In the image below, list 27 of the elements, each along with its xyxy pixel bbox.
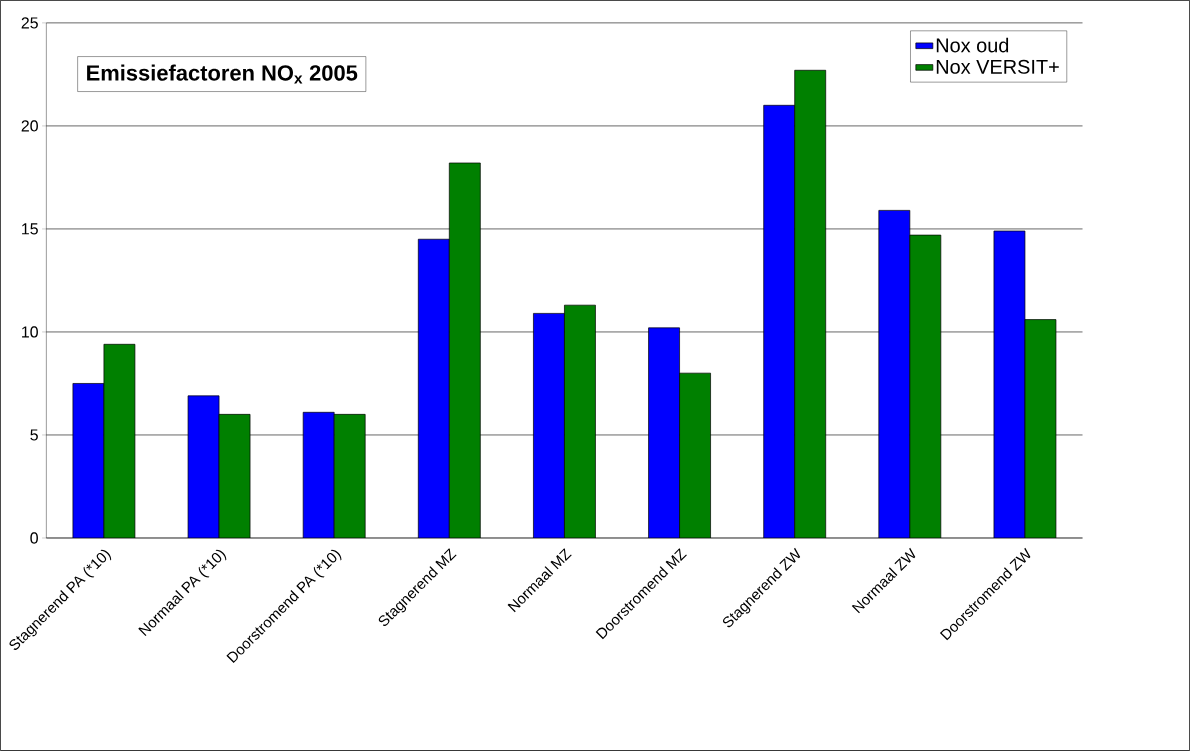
- bar: [417, 238, 450, 539]
- y-tick-label: 25: [21, 17, 38, 29]
- bar: [648, 327, 680, 539]
- bar: [218, 414, 251, 539]
- bar: [878, 210, 911, 539]
- bar: [448, 162, 481, 539]
- bar: [909, 234, 942, 539]
- bar: [794, 69, 827, 539]
- bar: [72, 383, 105, 539]
- bar: [333, 414, 366, 539]
- legend-label: Nox oud: [936, 37, 1009, 53]
- y-tick-label: 20: [21, 120, 38, 132]
- legend-label: Nox VERSIT+: [936, 59, 1059, 74]
- y-tick-label: 5: [30, 429, 38, 441]
- bar: [993, 230, 1026, 539]
- y-tick-label: 15: [22, 223, 38, 235]
- bar: [187, 395, 220, 539]
- bar: [564, 304, 596, 539]
- y-tick-label: 0: [30, 532, 38, 544]
- y-tick-label: 10: [22, 326, 38, 338]
- bar: [763, 104, 796, 539]
- bar: [679, 372, 711, 539]
- bar: [103, 343, 136, 539]
- bar: [1024, 319, 1057, 539]
- chart-title: Emissiefactoren NO$_{x}$ 2005: [87, 64, 358, 84]
- bar: [302, 411, 335, 539]
- bar: [533, 313, 565, 539]
